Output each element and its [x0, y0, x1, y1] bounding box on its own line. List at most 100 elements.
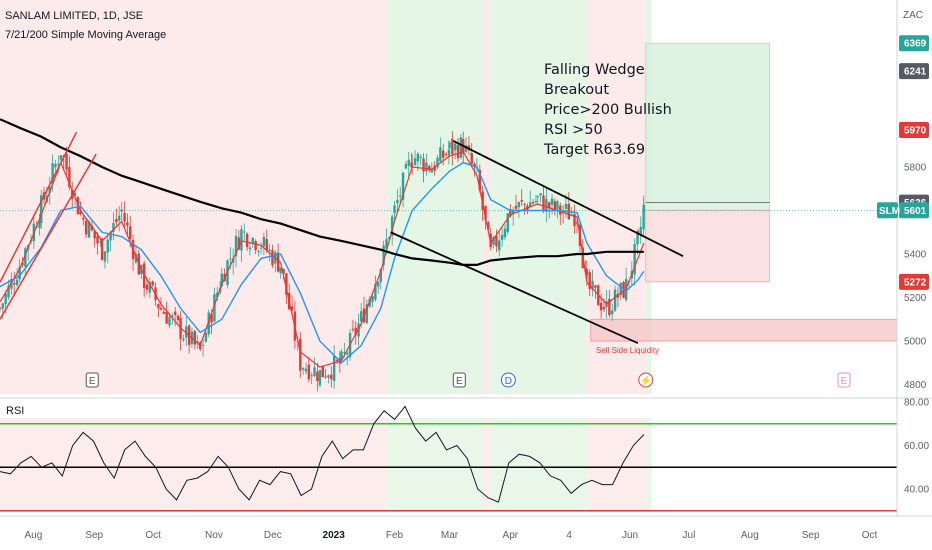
- candle-body: [276, 252, 280, 272]
- candle: [304, 362, 308, 375]
- candle-body: [7, 285, 10, 298]
- candle-body: [245, 233, 249, 248]
- candle-body: [379, 268, 382, 283]
- candle-body: [602, 306, 606, 310]
- candle: [642, 195, 645, 221]
- event-marker-split[interactable]: ⚡: [638, 372, 654, 388]
- candle: [500, 226, 504, 247]
- candle: [503, 224, 507, 241]
- candle-body: [248, 247, 252, 250]
- symbol-title: SANLAM LIMITED, 1D, JSE: [5, 10, 143, 22]
- candle: [126, 213, 129, 236]
- candle-body: [207, 312, 210, 335]
- candle-body: [182, 338, 185, 341]
- candle-body: [316, 371, 319, 381]
- candle: [299, 331, 302, 378]
- event-marker-earnings[interactable]: E: [452, 372, 466, 388]
- candle-body: [115, 219, 118, 223]
- time-axis-label: Jul: [683, 530, 696, 541]
- time-axis-label: Dec: [264, 530, 282, 541]
- candle-body: [90, 225, 94, 231]
- candle: [201, 335, 205, 357]
- candle-body: [448, 142, 451, 149]
- candle: [520, 189, 523, 206]
- candle-body: [240, 229, 243, 251]
- candle-body: [301, 368, 305, 370]
- annotation-line-1: Falling Wedge: [544, 62, 645, 78]
- candle-body: [639, 226, 642, 236]
- candle-body: [73, 193, 77, 196]
- candle-body: [633, 244, 636, 275]
- candle: [444, 152, 448, 157]
- candle-body: [428, 165, 431, 171]
- candle-body: [100, 238, 104, 260]
- candle-body: [84, 220, 88, 235]
- candle: [464, 137, 468, 154]
- candle: [115, 208, 118, 228]
- candle-body: [335, 359, 339, 361]
- candle-body: [382, 245, 385, 266]
- time-axis-label: 4: [566, 530, 572, 541]
- price-tick-label: 5200: [904, 293, 927, 304]
- candle: [316, 362, 319, 392]
- candle-body: [608, 298, 611, 316]
- candle-body: [495, 235, 498, 247]
- candle: [96, 232, 99, 255]
- event-marker-earnings[interactable]: E: [85, 372, 99, 388]
- time-axis-label: Apr: [503, 530, 519, 541]
- early-channel-lower: [0, 153, 97, 320]
- candle: [459, 133, 463, 160]
- candle: [591, 269, 594, 297]
- candle-body: [442, 150, 445, 158]
- candle: [330, 366, 333, 388]
- candle-body: [173, 311, 177, 315]
- candle-body: [262, 236, 266, 247]
- candle-body: [351, 328, 355, 330]
- annotation-line-2: Breakout: [544, 82, 609, 98]
- candle: [313, 357, 316, 378]
- candle-body: [231, 258, 235, 263]
- candle-body: [422, 158, 425, 172]
- event-marker-earnings-upcoming[interactable]: E: [837, 372, 851, 388]
- candle-body: [251, 237, 255, 244]
- candle-body: [168, 316, 171, 326]
- candle-body: [390, 216, 394, 236]
- candle: [610, 304, 614, 321]
- event-marker-dividend[interactable]: D: [500, 372, 516, 388]
- candle-body: [126, 222, 129, 226]
- candle-body: [416, 153, 420, 162]
- candle: [321, 365, 324, 378]
- candle: [451, 131, 454, 166]
- candle: [157, 303, 160, 318]
- candle-body: [201, 344, 205, 346]
- candle-body: [79, 211, 82, 214]
- price-zone-red: [0, 0, 387, 394]
- candle-body: [310, 375, 313, 377]
- event-marker-shape: [452, 372, 466, 388]
- candle: [456, 137, 460, 163]
- candle-body: [410, 164, 414, 166]
- candle-body: [542, 195, 545, 212]
- candle-body: [447, 149, 451, 156]
- candle-body: [68, 167, 71, 187]
- candle-body: [371, 296, 374, 302]
- price-badge: [899, 122, 929, 139]
- time-axis-label: Sep: [85, 530, 103, 541]
- time-axis-label: Aug: [741, 530, 759, 541]
- candle-body: [13, 282, 16, 285]
- candle: [276, 243, 280, 273]
- candle: [13, 271, 16, 297]
- candle-body: [619, 282, 622, 296]
- candle: [365, 299, 369, 325]
- wedge-lower-line: [390, 231, 639, 344]
- candle-body: [407, 159, 410, 166]
- candle: [545, 187, 548, 223]
- candle-body: [285, 273, 288, 295]
- candle-body: [514, 205, 518, 209]
- candle-body: [359, 311, 363, 322]
- candle-body: [59, 155, 63, 160]
- candle: [93, 230, 96, 248]
